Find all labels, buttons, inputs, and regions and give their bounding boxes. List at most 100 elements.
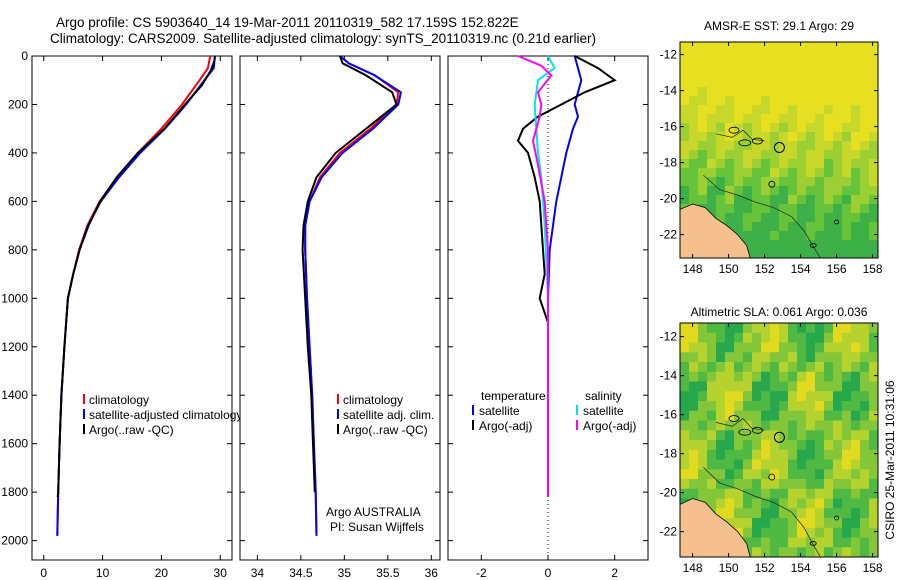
map-cell bbox=[797, 177, 807, 187]
map-cell bbox=[725, 488, 735, 500]
map-cell bbox=[698, 488, 708, 500]
map-cell bbox=[833, 87, 843, 97]
map-cell bbox=[725, 168, 735, 178]
x-tick-label: 152 bbox=[755, 561, 775, 575]
shelf-edge-contour bbox=[703, 467, 821, 557]
map-cell bbox=[815, 518, 825, 529]
map-cell bbox=[824, 249, 834, 258]
map-cell bbox=[725, 177, 735, 187]
map-cell bbox=[689, 420, 699, 431]
map-cell bbox=[716, 213, 726, 223]
map-cell bbox=[842, 96, 852, 106]
map-cell bbox=[797, 430, 807, 441]
map-cell bbox=[851, 141, 861, 151]
map-cell bbox=[788, 342, 798, 353]
map-cell bbox=[698, 159, 708, 169]
map-cell bbox=[797, 132, 807, 142]
map-cell bbox=[788, 96, 798, 106]
island-outline bbox=[834, 219, 839, 225]
map-cell bbox=[680, 332, 690, 344]
map-cell bbox=[725, 222, 735, 232]
map-cell bbox=[734, 105, 744, 115]
map-cell bbox=[680, 51, 690, 61]
map-cell bbox=[734, 469, 744, 480]
map-cell bbox=[743, 87, 753, 97]
map-cell bbox=[779, 195, 789, 205]
map-cell bbox=[860, 96, 870, 106]
map-cell bbox=[734, 352, 744, 363]
map-cell bbox=[815, 123, 825, 133]
y-tick-label: 1000 bbox=[1, 291, 28, 305]
map-cell bbox=[689, 362, 699, 373]
map-cell bbox=[725, 105, 735, 115]
map-cell bbox=[833, 332, 843, 344]
map-cell bbox=[788, 231, 798, 241]
map-cell bbox=[752, 249, 762, 258]
map-cell bbox=[779, 60, 789, 70]
map-cell bbox=[797, 60, 807, 70]
map-cell bbox=[806, 150, 816, 160]
map-cell bbox=[716, 204, 726, 214]
map-cell bbox=[797, 168, 807, 178]
map-cell bbox=[734, 186, 744, 196]
map-cell bbox=[698, 105, 708, 115]
map-cell bbox=[815, 222, 825, 232]
map-cell bbox=[752, 547, 762, 557]
map-cell bbox=[824, 352, 834, 363]
map-cell bbox=[842, 527, 852, 539]
map-cell bbox=[869, 410, 878, 422]
map-cell bbox=[698, 430, 708, 441]
map-cell bbox=[734, 159, 744, 169]
map-cell bbox=[761, 352, 771, 363]
map-cell bbox=[869, 141, 878, 151]
map-cell bbox=[806, 51, 816, 61]
map-cell bbox=[779, 78, 789, 88]
map-cell bbox=[869, 547, 878, 557]
map-cell bbox=[779, 204, 789, 214]
map-cell bbox=[824, 60, 834, 70]
map-cell bbox=[833, 123, 843, 133]
map-cell bbox=[779, 114, 789, 124]
map-cell bbox=[788, 249, 798, 258]
map-cell bbox=[689, 430, 699, 441]
map-cell bbox=[707, 342, 717, 353]
map-cell bbox=[860, 132, 870, 142]
map-cell bbox=[761, 213, 771, 223]
map-cell bbox=[752, 159, 762, 169]
map-cell bbox=[761, 547, 771, 557]
map-cell bbox=[779, 186, 789, 196]
map-cell bbox=[689, 42, 699, 52]
map-cell bbox=[833, 518, 843, 529]
map-cell bbox=[815, 332, 825, 344]
map-cell bbox=[806, 469, 816, 480]
x-tick-label: 150 bbox=[719, 561, 739, 575]
map-cell bbox=[797, 459, 807, 470]
map-cell bbox=[842, 105, 852, 115]
map-cell bbox=[752, 342, 762, 353]
map-cell bbox=[716, 391, 726, 402]
map-cell bbox=[860, 498, 870, 509]
map-cell bbox=[833, 410, 843, 422]
map-cell bbox=[770, 240, 780, 250]
map-cell bbox=[734, 371, 744, 383]
map-cell bbox=[752, 96, 762, 106]
map-cell bbox=[833, 51, 843, 61]
map-cell bbox=[779, 249, 789, 258]
y-tick-label: 200 bbox=[8, 97, 28, 111]
map-cell bbox=[680, 87, 690, 97]
map-cell bbox=[698, 132, 708, 142]
map-cell bbox=[743, 204, 753, 214]
map-cell bbox=[698, 362, 708, 373]
map-cell bbox=[743, 51, 753, 61]
map-cell bbox=[725, 332, 735, 344]
map-cell bbox=[833, 469, 843, 480]
map-cell bbox=[860, 177, 870, 187]
map-cell bbox=[806, 141, 816, 151]
map-cell bbox=[680, 114, 690, 124]
map-cell bbox=[698, 401, 708, 412]
map-cell bbox=[779, 479, 789, 490]
map-cell bbox=[698, 440, 708, 451]
map-cell bbox=[743, 469, 753, 480]
map-cell bbox=[860, 488, 870, 500]
map-cell bbox=[761, 114, 771, 124]
